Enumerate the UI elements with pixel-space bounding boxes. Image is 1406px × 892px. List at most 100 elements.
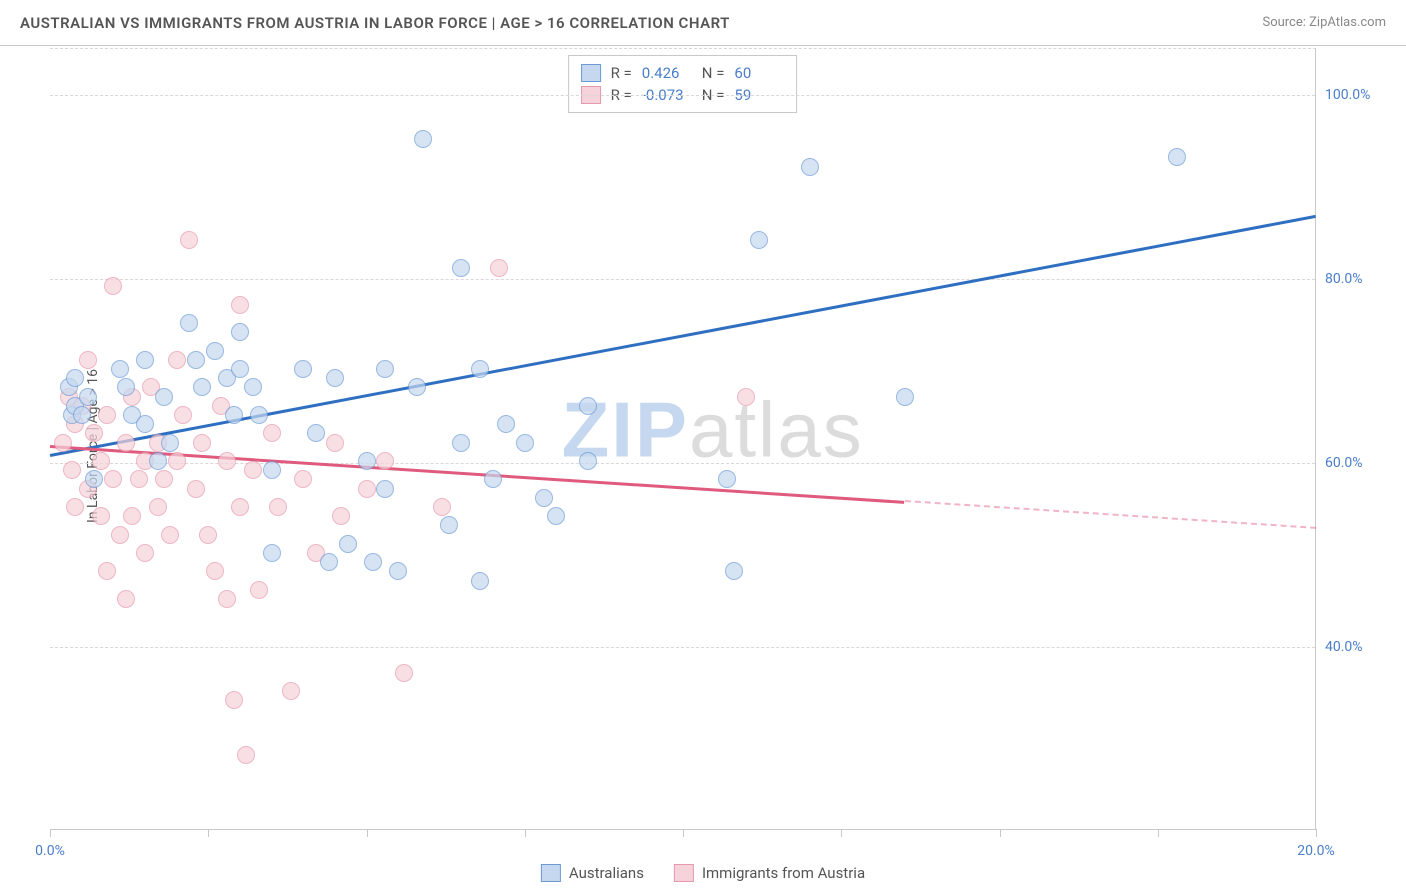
scatter-marker — [725, 562, 743, 580]
scatter-marker — [471, 572, 489, 590]
gridline — [50, 647, 1315, 648]
x-tick — [841, 829, 842, 837]
scatter-marker — [320, 553, 338, 571]
scatter-marker — [98, 562, 116, 580]
scatter-marker — [92, 452, 110, 470]
scatter-marker — [149, 498, 167, 516]
title-bar: AUSTRALIAN VS IMMIGRANTS FROM AUSTRIA IN… — [0, 0, 1406, 46]
scatter-marker — [433, 498, 451, 516]
scatter-marker — [358, 452, 376, 470]
y-tick-label: 80.0% — [1325, 271, 1390, 287]
scatter-marker — [187, 480, 205, 498]
scatter-marker — [250, 581, 268, 599]
scatter-marker — [161, 526, 179, 544]
scatter-marker — [750, 231, 768, 249]
scatter-marker — [66, 369, 84, 387]
scatter-marker — [111, 526, 129, 544]
scatter-marker — [414, 130, 432, 148]
scatter-marker — [193, 378, 211, 396]
scatter-marker — [193, 434, 211, 452]
scatter-marker — [364, 553, 382, 571]
scatter-marker — [117, 590, 135, 608]
scatter-marker — [307, 424, 325, 442]
legend-label-1: Australians — [569, 864, 644, 882]
scatter-marker — [92, 507, 110, 525]
scatter-marker — [244, 378, 262, 396]
scatter-marker — [130, 470, 148, 488]
scatter-marker — [111, 360, 129, 378]
scatter-marker — [339, 535, 357, 553]
scatter-marker — [896, 388, 914, 406]
scatter-marker — [85, 470, 103, 488]
legend-swatch-2 — [674, 864, 694, 882]
x-tick — [1316, 829, 1317, 837]
scatter-marker — [161, 434, 179, 452]
scatter-marker — [155, 388, 173, 406]
source-label: Source: ZipAtlas.com — [1262, 15, 1386, 30]
scatter-marker — [104, 470, 122, 488]
scatter-marker — [231, 360, 249, 378]
scatter-marker — [174, 406, 192, 424]
scatter-marker — [231, 323, 249, 341]
scatter-marker — [269, 498, 287, 516]
scatter-marker — [168, 452, 186, 470]
scatter-marker — [263, 424, 281, 442]
n-label-1: N = — [702, 64, 725, 82]
scatter-marker — [85, 424, 103, 442]
scatter-marker — [225, 691, 243, 709]
scatter-marker — [294, 470, 312, 488]
scatter-marker — [395, 664, 413, 682]
scatter-marker — [801, 158, 819, 176]
scatter-marker — [73, 406, 91, 424]
trend-line — [904, 500, 1316, 529]
scatter-marker — [168, 351, 186, 369]
x-tick — [683, 829, 684, 837]
scatter-marker — [452, 434, 470, 452]
legend-swatch-1 — [541, 864, 561, 882]
scatter-marker — [332, 507, 350, 525]
scatter-marker — [136, 544, 154, 562]
stats-box: R = 0.426 N = 60 R = -0.073 N = 59 — [568, 55, 798, 113]
legend-label-2: Immigrants from Austria — [702, 864, 865, 882]
scatter-marker — [389, 562, 407, 580]
scatter-marker — [117, 378, 135, 396]
scatter-marker — [440, 516, 458, 534]
scatter-marker — [123, 507, 141, 525]
scatter-marker — [244, 461, 262, 479]
gridline — [50, 279, 1315, 280]
scatter-marker — [294, 360, 312, 378]
scatter-marker — [206, 342, 224, 360]
x-tick — [50, 829, 51, 837]
scatter-marker — [63, 461, 81, 479]
scatter-marker — [484, 470, 502, 488]
x-tick — [208, 829, 209, 837]
scatter-marker — [250, 406, 268, 424]
scatter-marker — [497, 415, 515, 433]
scatter-marker — [79, 351, 97, 369]
scatter-marker — [282, 682, 300, 700]
legend: Australians Immigrants from Austria — [541, 864, 865, 882]
y-tick-label: 40.0% — [1325, 639, 1390, 655]
x-tick — [525, 829, 526, 837]
scatter-marker — [452, 259, 470, 277]
x-tick-label: 0.0% — [35, 843, 65, 859]
scatter-marker — [237, 746, 255, 764]
scatter-marker — [263, 461, 281, 479]
gridline — [50, 463, 1315, 464]
y-tick-label: 60.0% — [1325, 455, 1390, 471]
scatter-marker — [326, 434, 344, 452]
scatter-marker — [104, 277, 122, 295]
scatter-marker — [231, 296, 249, 314]
scatter-marker — [98, 406, 116, 424]
scatter-marker — [471, 360, 489, 378]
scatter-marker — [79, 388, 97, 406]
gridline — [50, 95, 1315, 96]
scatter-marker — [136, 415, 154, 433]
scatter-marker — [408, 378, 426, 396]
scatter-marker — [136, 351, 154, 369]
legend-item-1: Australians — [541, 864, 644, 882]
scatter-marker — [225, 406, 243, 424]
r-value-1: 0.426 — [642, 64, 692, 82]
scatter-marker — [535, 489, 553, 507]
scatter-marker — [218, 590, 236, 608]
